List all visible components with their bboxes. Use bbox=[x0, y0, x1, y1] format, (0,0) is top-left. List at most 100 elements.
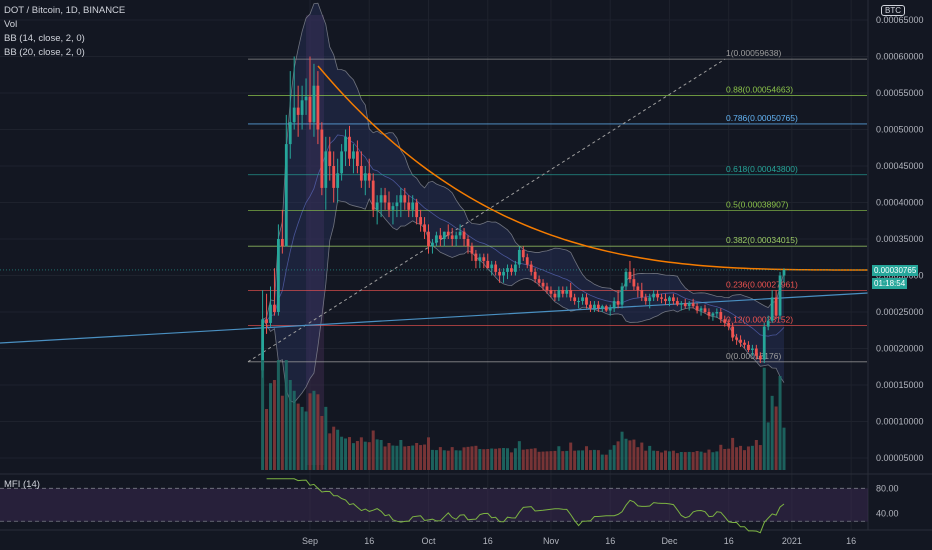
symbol-title[interactable]: DOT / Bitcoin, 1D, BINANCE bbox=[4, 5, 126, 16]
volume-bar bbox=[648, 445, 652, 470]
candle-body bbox=[363, 173, 367, 181]
mfi-axis-tick: 80.00 bbox=[876, 483, 899, 493]
volume-bar bbox=[636, 447, 640, 470]
candle-body bbox=[739, 339, 742, 343]
time-axis-tick: 16 bbox=[724, 536, 734, 546]
candle-body bbox=[695, 306, 699, 311]
candle-body bbox=[521, 249, 525, 258]
volume-bar bbox=[719, 444, 723, 470]
volume-bar bbox=[664, 450, 667, 470]
candle-body bbox=[525, 257, 529, 265]
volume-bar bbox=[549, 451, 553, 470]
time-axis-tick: Oct bbox=[421, 536, 436, 546]
volume-bar bbox=[383, 446, 387, 470]
price-axis-tick: 0.00005000 bbox=[876, 453, 924, 463]
volume-bar bbox=[498, 448, 502, 470]
currency-badge[interactable]: BTC bbox=[881, 5, 905, 16]
candle-body bbox=[565, 290, 569, 294]
volume-bar bbox=[608, 449, 612, 470]
volume-bar bbox=[336, 429, 340, 470]
candle-body bbox=[766, 320, 770, 327]
candle-body bbox=[675, 301, 679, 305]
volume-bar bbox=[683, 452, 687, 470]
candle-body bbox=[770, 297, 774, 321]
volume-bar bbox=[387, 443, 391, 470]
candle-body bbox=[407, 202, 411, 210]
volume-bar bbox=[438, 447, 442, 470]
candle-body bbox=[427, 231, 430, 247]
candle-body bbox=[628, 271, 632, 280]
candle-body bbox=[438, 235, 442, 239]
volume-bar bbox=[407, 446, 411, 470]
volume-bar bbox=[533, 448, 537, 470]
candle-body bbox=[581, 297, 584, 302]
candle-body bbox=[660, 297, 663, 299]
volume-bar bbox=[616, 441, 620, 470]
bb2-legend[interactable]: BB (20, close, 2, 0) bbox=[4, 47, 85, 58]
volume-bar bbox=[600, 454, 604, 470]
candle-body bbox=[300, 100, 304, 115]
price-axis-tick: 0.00035000 bbox=[876, 234, 924, 244]
volume-bar bbox=[656, 450, 660, 470]
volume-bar bbox=[280, 395, 284, 470]
volume-bars bbox=[261, 360, 786, 470]
volume-bar bbox=[541, 451, 545, 470]
candle-body bbox=[743, 342, 746, 345]
candle-body bbox=[277, 239, 280, 312]
volume-bar bbox=[415, 443, 419, 470]
volume-bar bbox=[359, 437, 363, 470]
volume-bar bbox=[667, 451, 671, 470]
volume-bar bbox=[355, 441, 359, 470]
candle-body bbox=[731, 326, 735, 338]
volume-bar bbox=[276, 360, 280, 470]
candle-body bbox=[383, 195, 387, 203]
candle-body bbox=[324, 151, 328, 188]
volume-legend[interactable]: Vol bbox=[4, 19, 18, 30]
mfi-legend[interactable]: MFI (14) bbox=[4, 479, 40, 490]
volume-bar bbox=[490, 448, 494, 470]
candle-body bbox=[474, 253, 478, 261]
volume-bar bbox=[391, 445, 395, 470]
candle-body bbox=[446, 231, 450, 236]
volume-bar bbox=[506, 448, 509, 470]
bb1-legend[interactable]: BB (14, close, 2, 0) bbox=[4, 33, 85, 44]
volume-bar bbox=[502, 448, 506, 470]
candle-body bbox=[269, 304, 272, 323]
volume-bar bbox=[300, 406, 304, 470]
candle-body bbox=[494, 264, 498, 272]
candle-body bbox=[514, 264, 517, 272]
volume-bar bbox=[644, 450, 648, 470]
price-axis: 0.00065000 0.00060000 0.00055000 0.00050000… bbox=[867, 0, 924, 530]
volume-bar bbox=[553, 450, 557, 470]
volume-bar bbox=[284, 360, 288, 470]
volume-bar bbox=[328, 433, 332, 470]
volume-bar bbox=[660, 452, 664, 470]
volume-bar bbox=[509, 452, 513, 470]
candle-body bbox=[644, 297, 648, 302]
volume-bar bbox=[711, 452, 715, 470]
candle-body bbox=[320, 129, 324, 188]
price-axis-tick: 0.00045000 bbox=[876, 161, 924, 171]
candle-body bbox=[312, 85, 316, 123]
volume-bar bbox=[687, 451, 691, 470]
volume-bar bbox=[671, 450, 675, 470]
candle-body bbox=[593, 304, 596, 309]
volume-bar bbox=[652, 450, 656, 470]
fib-label: 0.618(0.00043800) bbox=[726, 164, 798, 174]
candle-body bbox=[656, 293, 659, 298]
volume-bar bbox=[699, 451, 703, 470]
candle-body bbox=[454, 235, 458, 239]
volume-bar bbox=[269, 383, 272, 470]
candle-body bbox=[367, 173, 371, 181]
candle-body bbox=[292, 107, 296, 123]
volume-bar bbox=[316, 394, 320, 470]
volume-bar bbox=[478, 449, 482, 470]
candle-body bbox=[573, 297, 577, 302]
volume-bar bbox=[513, 448, 517, 470]
candle-body bbox=[604, 306, 608, 311]
time-axis-tick: 16 bbox=[364, 536, 374, 546]
candle-body bbox=[490, 264, 494, 269]
candle-body bbox=[549, 290, 553, 294]
price-axis-tick: 0.00050000 bbox=[876, 125, 924, 135]
